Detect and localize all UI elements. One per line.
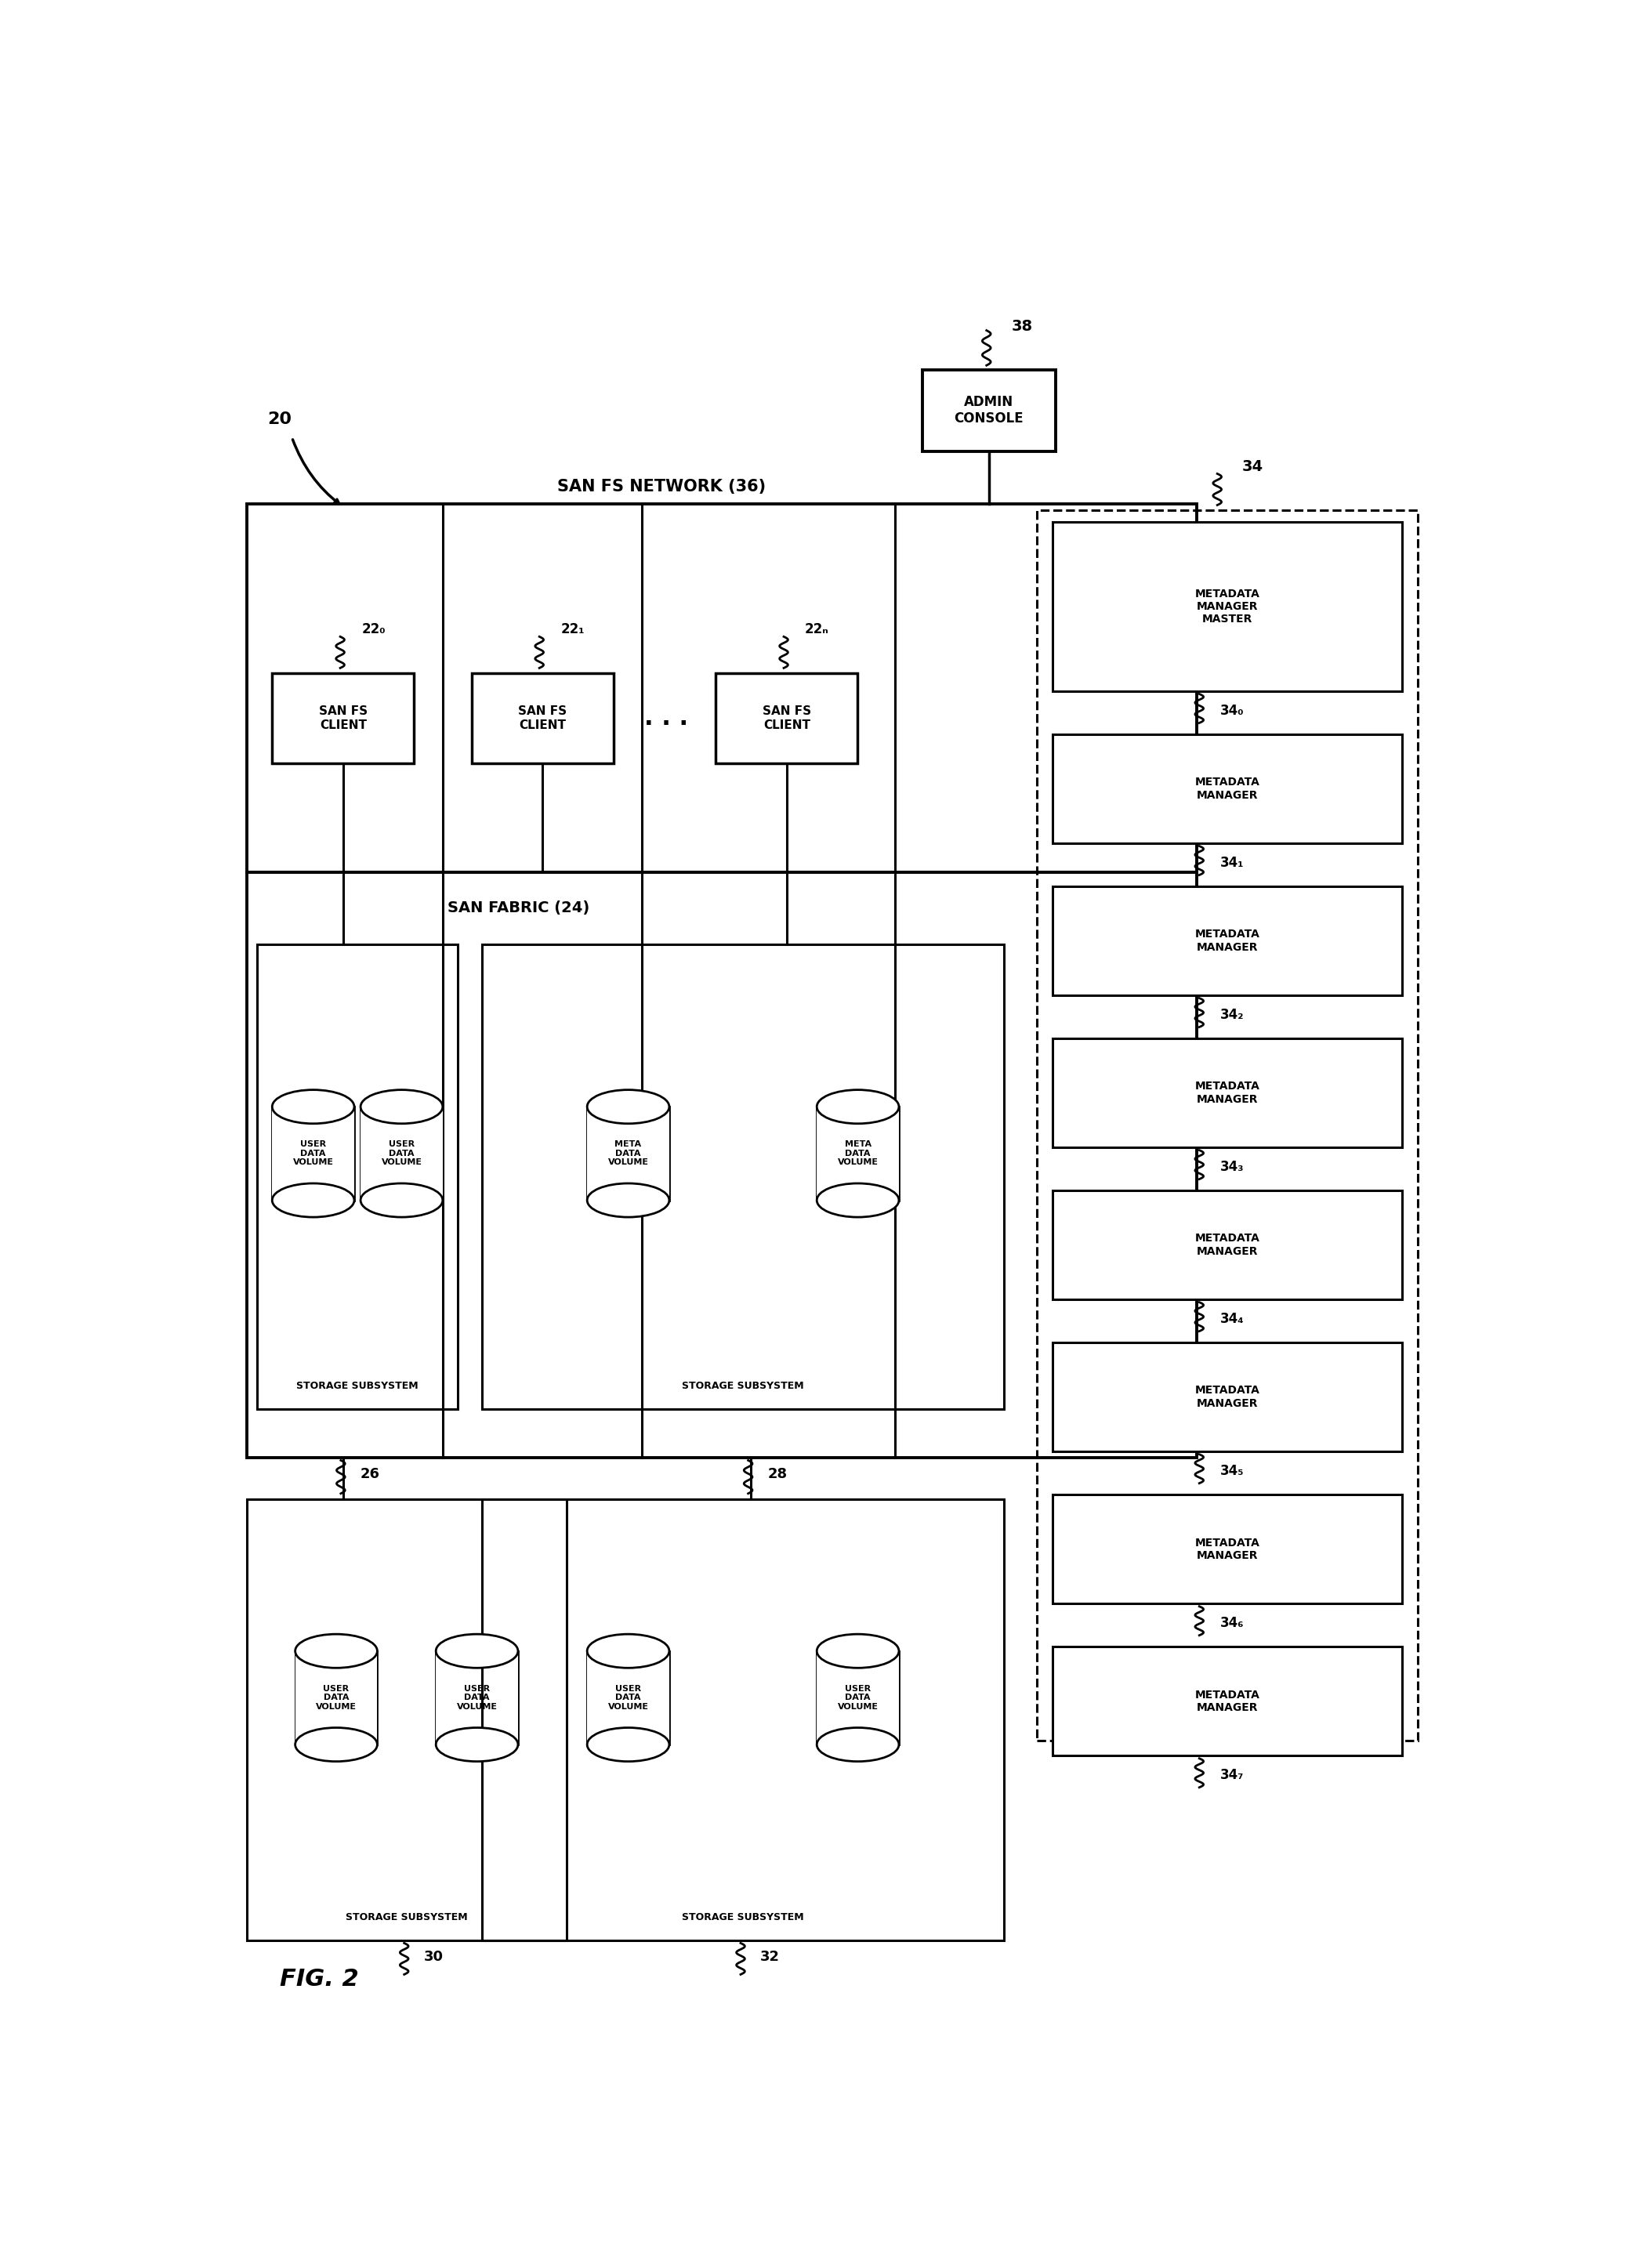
Bar [247, 1499, 566, 1939]
Text: META
DATA
VOLUME: META DATA VOLUME [838, 1141, 879, 1166]
Ellipse shape [294, 1728, 377, 1762]
Ellipse shape [272, 1184, 355, 1218]
Ellipse shape [587, 1635, 669, 1667]
Text: USER
DATA
VOLUME: USER DATA VOLUME [838, 1685, 879, 1710]
Text: SAN FABRIC (24): SAN FABRIC (24) [447, 900, 589, 916]
Text: SAN FS
CLIENT: SAN FS CLIENT [319, 705, 368, 730]
Text: METADATA
MANAGER: METADATA MANAGER [1194, 778, 1259, 801]
Bar [817, 1107, 898, 1200]
Text: 22₀: 22₀ [361, 621, 386, 637]
Ellipse shape [361, 1184, 443, 1218]
Text: 34₂: 34₂ [1220, 1007, 1245, 1023]
Text: 34₇: 34₇ [1220, 1769, 1245, 1783]
Text: 34₅: 34₅ [1220, 1465, 1245, 1479]
Bar [472, 674, 613, 764]
Bar [247, 871, 1197, 1458]
Text: STORAGE SUBSYSTEM: STORAGE SUBSYSTEM [296, 1381, 418, 1390]
Ellipse shape [361, 1091, 443, 1123]
Ellipse shape [272, 1091, 355, 1123]
Bar [361, 1107, 443, 1200]
Ellipse shape [436, 1728, 517, 1762]
Bar [1053, 1343, 1402, 1452]
Bar [272, 674, 415, 764]
Ellipse shape [436, 1635, 517, 1667]
Bar [923, 370, 1056, 451]
Ellipse shape [817, 1184, 898, 1218]
Bar [294, 1651, 377, 1744]
Text: 32: 32 [760, 1950, 779, 1964]
Text: METADATA
MANAGER: METADATA MANAGER [1194, 1538, 1259, 1560]
Text: STORAGE SUBSYSTEM: STORAGE SUBSYSTEM [682, 1381, 804, 1390]
Ellipse shape [817, 1728, 898, 1762]
Text: FIG. 2: FIG. 2 [280, 1969, 360, 1991]
Text: USER
DATA
VOLUME: USER DATA VOLUME [381, 1141, 421, 1166]
Bar [587, 1107, 669, 1200]
Text: 38: 38 [1012, 320, 1033, 333]
Text: USER
DATA
VOLUME: USER DATA VOLUME [293, 1141, 334, 1166]
Text: USER
DATA
VOLUME: USER DATA VOLUME [608, 1685, 649, 1710]
Bar [1053, 1039, 1402, 1148]
Text: META
DATA
VOLUME: META DATA VOLUME [608, 1141, 649, 1166]
Bar [587, 1651, 669, 1744]
Text: 22₁: 22₁ [561, 621, 584, 637]
Text: 34: 34 [1243, 458, 1264, 474]
Bar [1053, 735, 1402, 844]
Text: USER
DATA
VOLUME: USER DATA VOLUME [316, 1685, 356, 1710]
Bar [1053, 1647, 1402, 1755]
Text: SAN FS NETWORK (36): SAN FS NETWORK (36) [558, 479, 766, 494]
Text: 22ₙ: 22ₙ [805, 621, 830, 637]
Text: METADATA
MANAGER: METADATA MANAGER [1194, 930, 1259, 953]
Bar [1053, 522, 1402, 692]
Text: SAN FS
CLIENT: SAN FS CLIENT [763, 705, 812, 730]
Text: METADATA
MANAGER: METADATA MANAGER [1194, 1386, 1259, 1408]
Ellipse shape [587, 1728, 669, 1762]
Bar [257, 943, 457, 1408]
Ellipse shape [587, 1184, 669, 1218]
Ellipse shape [817, 1091, 898, 1123]
Text: METADATA
MANAGER
MASTER: METADATA MANAGER MASTER [1194, 587, 1259, 624]
Text: METADATA
MANAGER: METADATA MANAGER [1194, 1234, 1259, 1256]
Text: 28: 28 [768, 1467, 787, 1481]
Text: METADATA
MANAGER: METADATA MANAGER [1194, 1690, 1259, 1712]
Text: 26: 26 [361, 1467, 381, 1481]
Text: 34₀: 34₀ [1220, 703, 1245, 719]
Ellipse shape [817, 1635, 898, 1667]
Bar [482, 943, 1004, 1408]
Bar [1053, 1495, 1402, 1603]
Bar [436, 1651, 517, 1744]
Bar [817, 1651, 898, 1744]
Text: ADMIN
CONSOLE: ADMIN CONSOLE [953, 395, 1023, 426]
Text: 34₁: 34₁ [1220, 855, 1245, 871]
Text: METADATA
MANAGER: METADATA MANAGER [1194, 1082, 1259, 1105]
Bar [482, 1499, 1004, 1939]
Text: USER
DATA
VOLUME: USER DATA VOLUME [457, 1685, 498, 1710]
Text: 34₆: 34₆ [1220, 1617, 1245, 1631]
Bar [1053, 1191, 1402, 1300]
Text: STORAGE SUBSYSTEM: STORAGE SUBSYSTEM [345, 1912, 467, 1923]
Bar [272, 1107, 355, 1200]
Ellipse shape [587, 1091, 669, 1123]
Ellipse shape [294, 1635, 377, 1667]
Text: 34₄: 34₄ [1220, 1313, 1245, 1327]
Text: STORAGE SUBSYSTEM: STORAGE SUBSYSTEM [682, 1912, 804, 1923]
Bar [716, 674, 857, 764]
Text: 30: 30 [425, 1950, 444, 1964]
Text: 20: 20 [268, 411, 293, 426]
Text: . . .: . . . [644, 708, 688, 730]
Bar [1036, 510, 1417, 1742]
Bar [1053, 887, 1402, 996]
Text: SAN FS
CLIENT: SAN FS CLIENT [517, 705, 566, 730]
Text: 34₃: 34₃ [1220, 1159, 1245, 1175]
Bar [247, 503, 1197, 871]
